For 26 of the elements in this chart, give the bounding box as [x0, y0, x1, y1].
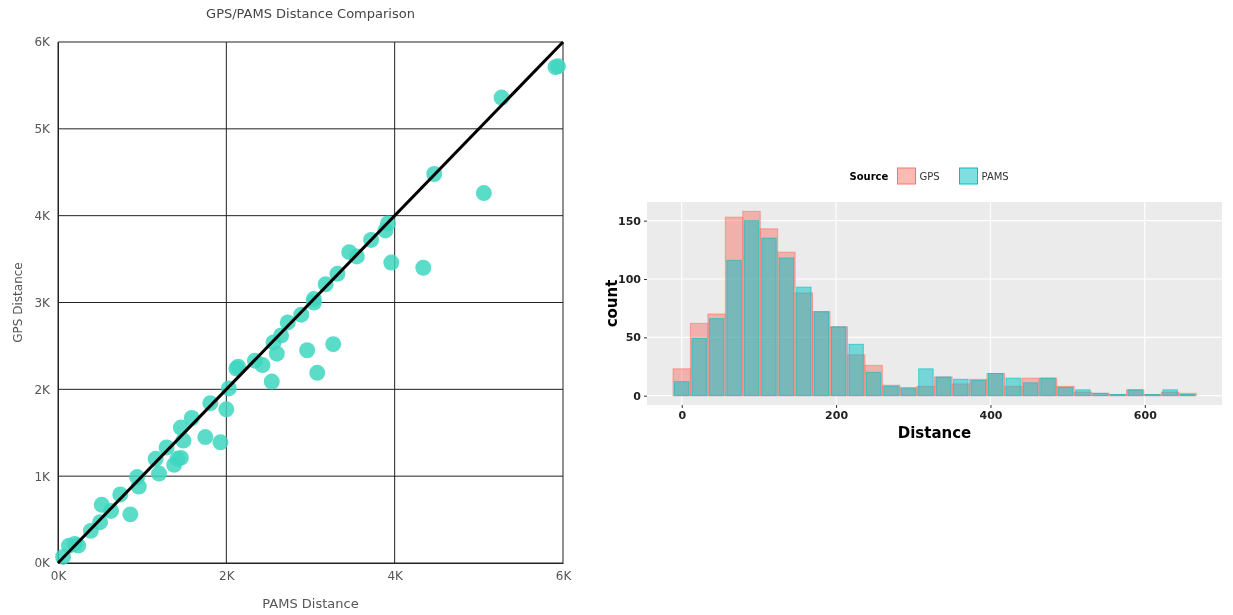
x-axis-title: PAMS Distance — [262, 596, 359, 611]
y-axis-title: GPS Distance — [11, 262, 25, 343]
y-tick-label: 150 — [618, 214, 642, 228]
y-tick-label: 4K — [34, 209, 52, 224]
chart-title: GPS/PAMS Distance Comparison — [206, 6, 415, 21]
y-tick-label: 1K — [34, 469, 52, 484]
y-tick-label: 6K — [34, 35, 52, 50]
x-tick-label: 4K — [387, 568, 405, 583]
y-tick-label: 0 — [633, 389, 642, 403]
legend-title: Source — [849, 171, 889, 182]
x-axis-title: Distance — [897, 424, 972, 442]
x-tick-label: 400 — [979, 408, 1003, 422]
legend-label: PAMS — [981, 171, 1009, 182]
x-tick-label: 6K — [555, 568, 573, 583]
y-tick-label: 2K — [34, 382, 52, 397]
x-tick-label: 200 — [825, 408, 849, 422]
y-tick-label: 5K — [34, 122, 52, 137]
x-tick-label: 600 — [1133, 408, 1158, 422]
y-tick-label: 50 — [625, 331, 642, 345]
y-tick-label: 3K — [34, 295, 52, 310]
x-tick-label: 2K — [219, 568, 236, 583]
x-tick-label: 0 — [678, 408, 687, 422]
y-tick-label: 0K — [34, 556, 52, 571]
y-tick-label: 100 — [618, 273, 642, 287]
legend-label: GPS — [919, 171, 940, 182]
x-tick-label: 0K — [50, 568, 68, 583]
